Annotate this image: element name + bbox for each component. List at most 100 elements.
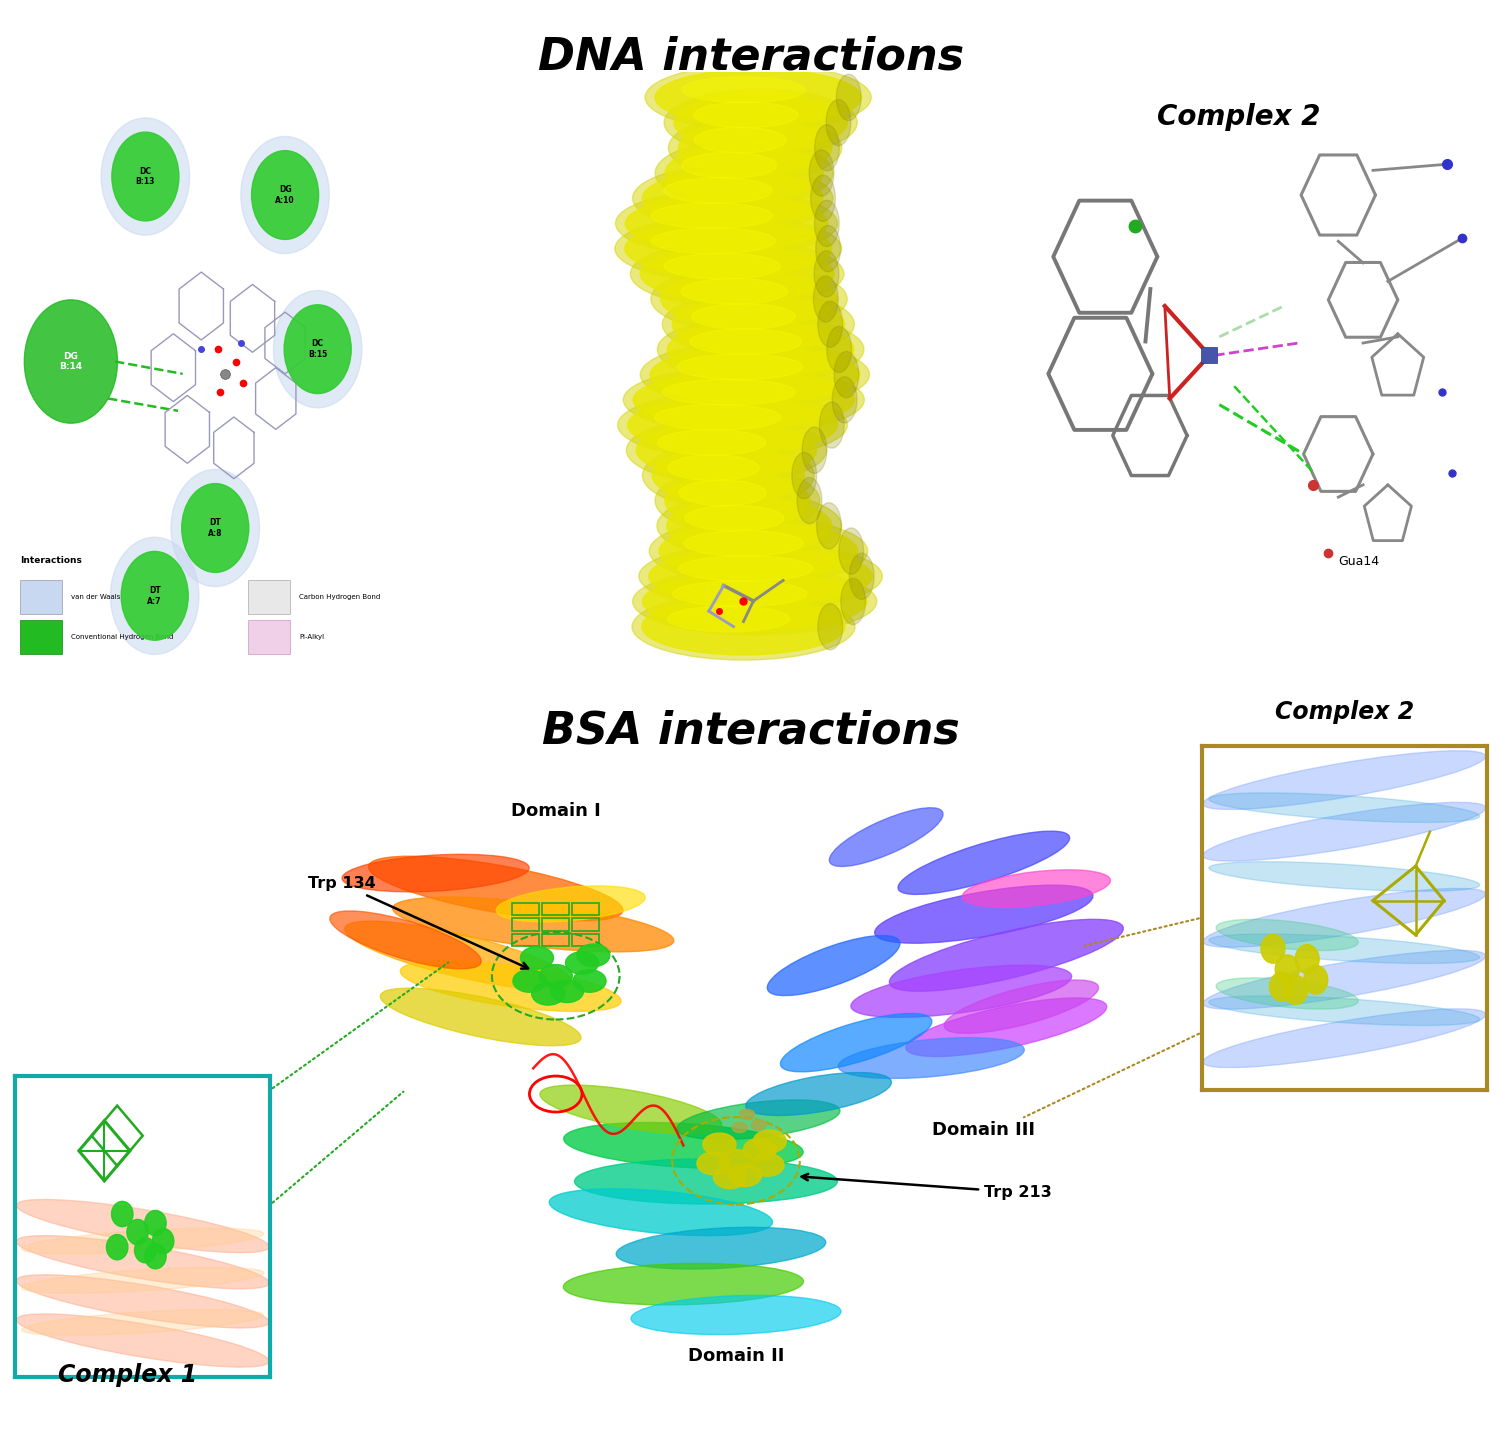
Circle shape: [182, 483, 249, 572]
Ellipse shape: [834, 351, 859, 397]
Circle shape: [273, 291, 362, 407]
Circle shape: [1275, 955, 1299, 984]
Ellipse shape: [814, 125, 840, 171]
Ellipse shape: [673, 295, 844, 353]
Text: Trp 134: Trp 134: [308, 876, 529, 969]
Circle shape: [111, 132, 179, 221]
Circle shape: [753, 1130, 787, 1153]
Ellipse shape: [664, 89, 858, 156]
Ellipse shape: [838, 528, 864, 574]
Ellipse shape: [637, 422, 817, 479]
Ellipse shape: [1209, 934, 1479, 964]
Circle shape: [751, 1120, 766, 1130]
Circle shape: [152, 1229, 174, 1253]
Ellipse shape: [638, 543, 882, 609]
Circle shape: [532, 982, 565, 1005]
Ellipse shape: [694, 128, 786, 153]
Ellipse shape: [380, 988, 581, 1045]
Ellipse shape: [816, 225, 841, 271]
Text: Carbon Hydrogen Bond: Carbon Hydrogen Bond: [299, 594, 380, 599]
Ellipse shape: [563, 1123, 804, 1169]
Ellipse shape: [874, 885, 1093, 944]
Ellipse shape: [685, 505, 784, 531]
Circle shape: [122, 552, 188, 640]
Ellipse shape: [17, 1199, 269, 1253]
Ellipse shape: [632, 165, 834, 232]
Ellipse shape: [814, 275, 838, 323]
Circle shape: [520, 946, 553, 969]
Ellipse shape: [746, 1073, 891, 1116]
Text: BSA interactions: BSA interactions: [542, 710, 960, 753]
Ellipse shape: [616, 1228, 826, 1269]
Circle shape: [1304, 965, 1328, 994]
Ellipse shape: [683, 531, 804, 556]
Ellipse shape: [837, 75, 861, 120]
Ellipse shape: [682, 152, 777, 178]
Circle shape: [24, 300, 117, 423]
Ellipse shape: [649, 548, 873, 605]
Circle shape: [697, 1152, 730, 1174]
Ellipse shape: [889, 919, 1123, 991]
Ellipse shape: [849, 554, 874, 599]
Ellipse shape: [655, 69, 861, 126]
Ellipse shape: [664, 178, 772, 204]
Ellipse shape: [1209, 793, 1479, 822]
Ellipse shape: [694, 102, 798, 128]
Ellipse shape: [641, 598, 846, 655]
Circle shape: [550, 979, 583, 1002]
Circle shape: [539, 965, 572, 987]
Ellipse shape: [664, 254, 781, 280]
Text: Complex 2: Complex 2: [1158, 103, 1320, 130]
Ellipse shape: [963, 870, 1110, 908]
Ellipse shape: [667, 498, 832, 554]
Ellipse shape: [679, 480, 766, 506]
Ellipse shape: [21, 1228, 264, 1255]
Text: Conventional Hydrogen Bond: Conventional Hydrogen Bond: [71, 634, 173, 640]
Circle shape: [135, 1238, 156, 1263]
Ellipse shape: [802, 427, 828, 473]
Ellipse shape: [21, 1268, 264, 1293]
Ellipse shape: [616, 191, 838, 257]
Circle shape: [1269, 972, 1293, 1001]
Ellipse shape: [817, 301, 843, 347]
Text: Pi-Alkyl: Pi-Alkyl: [299, 634, 324, 640]
Ellipse shape: [814, 251, 838, 297]
Ellipse shape: [330, 911, 481, 969]
Ellipse shape: [655, 404, 781, 430]
Ellipse shape: [631, 241, 844, 307]
FancyBboxPatch shape: [20, 581, 62, 614]
Ellipse shape: [652, 228, 775, 254]
Circle shape: [144, 1210, 167, 1236]
Circle shape: [101, 118, 189, 235]
Ellipse shape: [810, 151, 834, 196]
Ellipse shape: [655, 467, 820, 533]
Circle shape: [751, 1153, 784, 1176]
Ellipse shape: [819, 604, 843, 650]
Ellipse shape: [650, 202, 772, 228]
Text: van der Waals: van der Waals: [71, 594, 120, 599]
Text: DG
B:14: DG B:14: [60, 351, 83, 371]
Ellipse shape: [617, 391, 847, 459]
Ellipse shape: [640, 245, 834, 303]
Ellipse shape: [667, 321, 855, 377]
Ellipse shape: [643, 171, 823, 227]
Ellipse shape: [401, 961, 620, 1011]
Ellipse shape: [781, 1014, 931, 1071]
Text: Complex 2: Complex 2: [1275, 700, 1413, 724]
Ellipse shape: [798, 478, 822, 523]
Ellipse shape: [665, 472, 810, 529]
Ellipse shape: [625, 195, 828, 252]
Ellipse shape: [656, 492, 841, 559]
Ellipse shape: [832, 377, 858, 423]
Circle shape: [739, 1110, 756, 1120]
Ellipse shape: [496, 886, 646, 922]
Circle shape: [111, 1202, 134, 1226]
Ellipse shape: [614, 215, 841, 282]
Circle shape: [1262, 935, 1284, 964]
Ellipse shape: [677, 1100, 840, 1140]
Circle shape: [107, 1235, 128, 1260]
Ellipse shape: [668, 455, 759, 480]
Ellipse shape: [539, 1086, 722, 1134]
Ellipse shape: [829, 807, 943, 866]
Ellipse shape: [826, 99, 850, 146]
